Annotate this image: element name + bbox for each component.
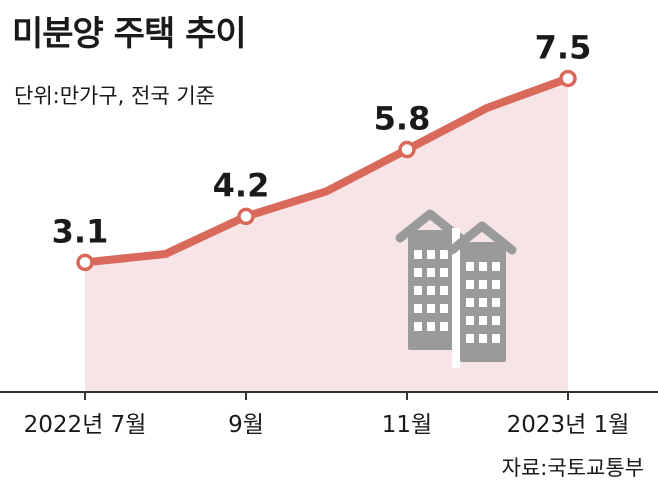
data-label: 5.8 [374,100,431,138]
building-window [479,334,487,343]
building-window [479,298,487,307]
data-point [398,140,416,159]
building-window [414,250,422,259]
x-axis-ticks: 2022년 7월 9월 11월 2023년 1월 [24,392,630,438]
building-window [440,286,448,295]
building-window [427,286,435,295]
series-line-layer [81,74,572,267]
building-window [466,298,474,307]
building-window [414,286,422,295]
building-window [479,316,487,325]
data-point [559,69,577,88]
marker-layer [76,69,577,272]
building-window [414,322,422,331]
building-window [466,280,474,289]
chart-title: 미분양 주택 추이 [12,14,247,54]
building-window [466,262,474,271]
building-window [466,334,474,343]
x-tick-label: 2023년 1월 [507,412,630,438]
x-tick-label: 2022년 7월 [24,412,147,438]
building-window [440,250,448,259]
data-label: 4.2 [213,166,270,204]
building-window [492,262,500,271]
source-label: 자료:국토교통부 [501,456,644,480]
building-window [440,322,448,331]
series-line [81,74,572,267]
building-window [492,280,500,289]
data-label: 7.5 [535,28,592,66]
building-window [414,304,422,313]
x-tick-label: 11월 [382,412,432,438]
building-window [427,304,435,313]
building-window [427,250,435,259]
building-front [447,221,517,362]
data-label: 3.1 [52,212,109,250]
building-window [479,280,487,289]
building-window [440,268,448,277]
building-window [414,268,422,277]
data-label-layer: 3.1 4.2 5.8 7.5 [52,28,592,250]
building-gap [452,228,460,368]
building-window [492,316,500,325]
building-back [395,209,465,350]
building-window [492,298,500,307]
building-window [427,268,435,277]
building-window [479,262,487,271]
data-point [237,207,255,226]
building-window [427,322,435,331]
unit-label: 단위:만가구, 전국 기준 [14,84,215,108]
apartment-building-icon [395,209,517,368]
building-window [440,304,448,313]
x-tick-label: 9월 [228,412,264,438]
building-window [492,334,500,343]
data-point [76,253,94,272]
building-window [466,316,474,325]
